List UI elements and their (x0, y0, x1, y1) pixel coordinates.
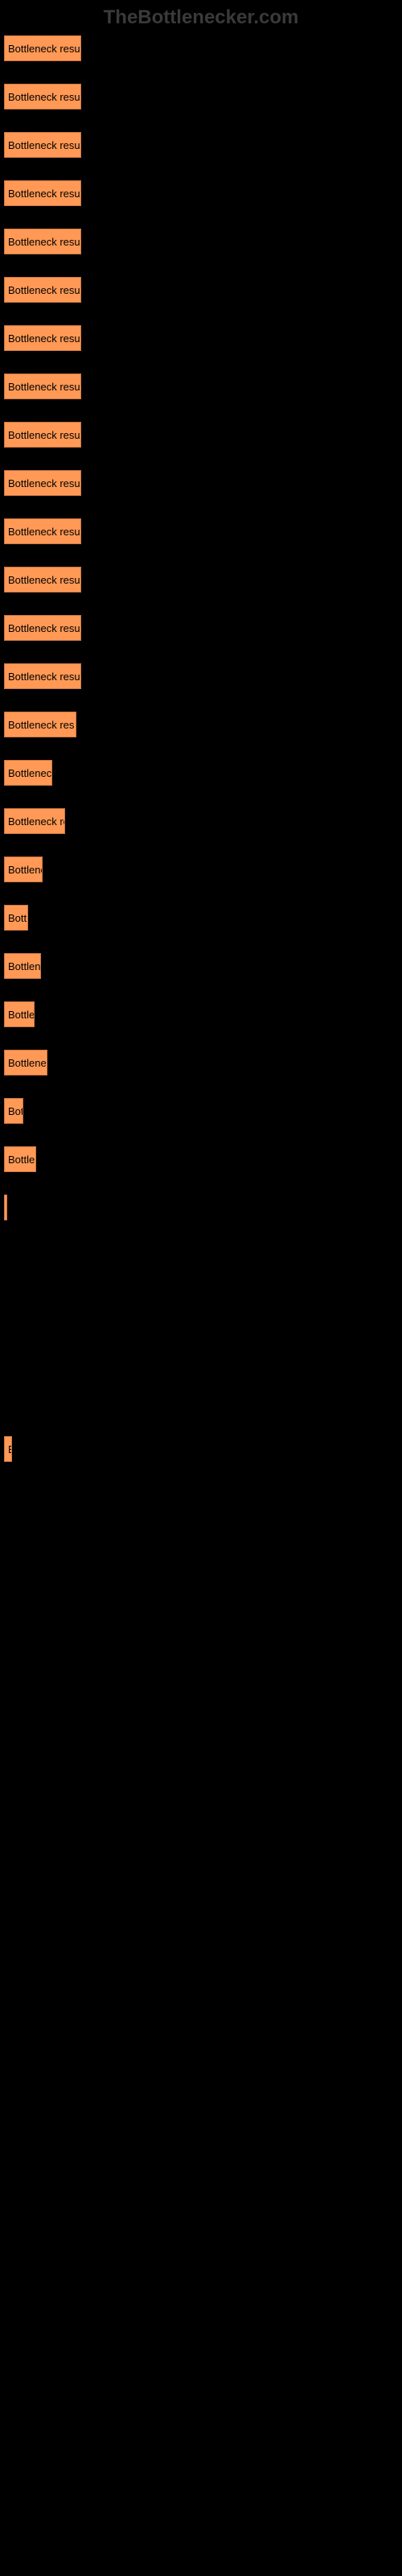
chart-bar: Bottleneck result (4, 132, 81, 158)
bar-row: Bottle (4, 905, 398, 931)
bar-label: Bottleneck result (8, 429, 81, 441)
bar-label: Bottleneck result (8, 381, 81, 393)
bar-row: Bottleneck (4, 1050, 398, 1075)
bar-row: Bottleneck result (4, 518, 398, 544)
bar-row: Bottleneck (4, 760, 398, 786)
bar-row: Bottleneck result (4, 567, 398, 592)
bar-row (4, 1388, 398, 1414)
bar-label: B (8, 1443, 12, 1455)
chart-bar: Bottleneck re (4, 808, 65, 834)
bar-label: Bottlene (8, 1154, 36, 1166)
bar-row: Bottleneck result (4, 422, 398, 448)
bar-row: Bottleneck result (4, 132, 398, 158)
bar-label: Bottlene (8, 960, 41, 972)
bar-label: Bottleneck result (8, 284, 81, 296)
bar-row: Bott (4, 1098, 398, 1124)
chart-bar: Bottleneck result (4, 518, 81, 544)
chart-bar: Bottlene (4, 953, 41, 979)
chart-bar: Bottleneck res (4, 712, 76, 737)
chart-bar: Bottleneck result (4, 35, 81, 61)
bar-row: Bottleneck result (4, 374, 398, 399)
bar-label: Bottleneck result (8, 236, 81, 248)
bar-label: Bottleneck result (8, 574, 81, 586)
bar-row: Bottleneck re (4, 808, 398, 834)
bar-label: Bottleneck result (8, 188, 81, 200)
bar-label: Bottlene (8, 864, 43, 876)
chart-bar: Bottleneck result (4, 374, 81, 399)
chart-bar: Bottlene (4, 1146, 36, 1172)
chart-bar: Bottleneck result (4, 567, 81, 592)
bar-row (4, 1243, 398, 1269)
watermark-text: TheBottlenecker.com (0, 0, 402, 35)
bar-label: Bottleneck re (8, 815, 65, 828)
bar-label: Bottle (8, 912, 28, 924)
bar-row: Bottleneck result (4, 180, 398, 206)
bar-label: Bottleneck result (8, 526, 81, 538)
bar-label: Bottleneck result (8, 139, 81, 151)
bar-row: B (4, 1436, 398, 1462)
bar-label: Bottleneck result (8, 622, 81, 634)
bar-row: Bottleneck result (4, 615, 398, 641)
chart-bar: Bottle (4, 905, 28, 931)
bar-row: Bottlen (4, 1001, 398, 1027)
bar-label: Bottlen (8, 1009, 35, 1021)
bar-row: Bottleneck result (4, 325, 398, 351)
bar-row: Bottleneck result (4, 470, 398, 496)
chart-bar: Bottleneck result (4, 229, 81, 254)
bar-row: Bottleneck result (4, 277, 398, 303)
bar-label: Bott (8, 1105, 23, 1117)
bar-row: Bottleneck result (4, 663, 398, 689)
bar-row: Bottleneck res (4, 712, 398, 737)
chart-container: Bottleneck result Bottleneck result Bottle… (0, 35, 402, 1462)
bar-label: Bottleneck result (8, 477, 81, 489)
bar-row (4, 1195, 398, 1220)
bar-row (4, 1291, 398, 1317)
chart-bar: Bottleneck (4, 760, 52, 786)
bar-label: Bottleneck (8, 1057, 47, 1069)
chart-bar: Bottleneck result (4, 422, 81, 448)
bar-label: Bottleneck res (8, 719, 74, 731)
bar-row: Bottleneck result (4, 84, 398, 109)
chart-bar: Bottleneck (4, 1050, 47, 1075)
bar-label: Bottleneck (8, 767, 52, 779)
chart-bar (4, 1195, 7, 1220)
chart-bar: Bottlene (4, 857, 43, 882)
chart-bar: Bottleneck result (4, 663, 81, 689)
chart-bar: Bott (4, 1098, 23, 1124)
bar-row: Bottlene (4, 857, 398, 882)
bar-row: Bottlene (4, 953, 398, 979)
bar-row: Bottleneck result (4, 35, 398, 61)
bar-row: Bottleneck result (4, 229, 398, 254)
bar-label: Bottleneck result (8, 91, 81, 103)
chart-bar: Bottlen (4, 1001, 35, 1027)
chart-bar: B (4, 1436, 12, 1462)
chart-bar: Bottleneck result (4, 325, 81, 351)
bar-row (4, 1340, 398, 1365)
chart-bar: Bottleneck result (4, 180, 81, 206)
bar-label: Bottleneck result (8, 671, 81, 683)
chart-bar: Bottleneck result (4, 84, 81, 109)
chart-bar: Bottleneck result (4, 470, 81, 496)
chart-bar: Bottleneck result (4, 615, 81, 641)
chart-bar: Bottleneck result (4, 277, 81, 303)
bar-row: Bottlene (4, 1146, 398, 1172)
bar-label: Bottleneck result (8, 43, 81, 55)
bar-label: Bottleneck result (8, 332, 81, 345)
